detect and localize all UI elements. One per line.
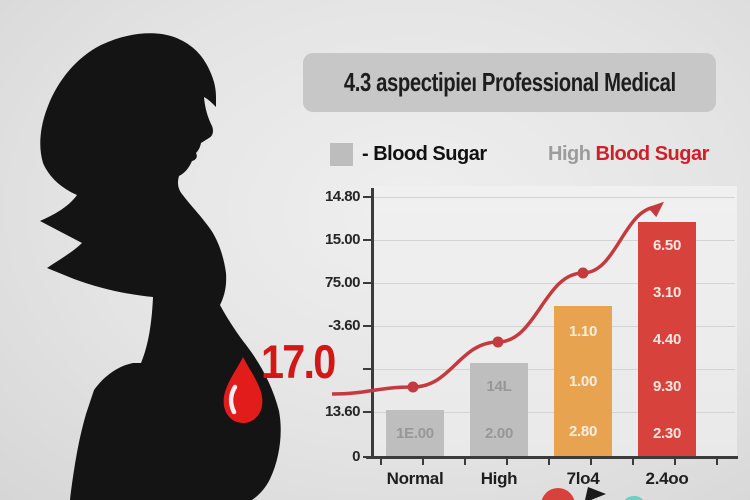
bar-value-label: 4.40 [653, 331, 681, 348]
blood-sugar-swatch-icon [330, 143, 353, 166]
bar-value-label: 2.00 [485, 425, 513, 442]
legend-high-word: High [548, 143, 591, 165]
x-axis-tick [590, 459, 592, 465]
bar-value-label: 2.80 [569, 423, 597, 441]
x-axis-category-label: 2.4oo [645, 469, 689, 488]
y-axis-label: 15.00 [324, 231, 361, 248]
y-axis-label: 14.80 [324, 188, 361, 205]
y-axis-tick [363, 196, 372, 198]
title-text: 4.3 aspectipieı Professional Medical [343, 67, 676, 97]
y-axis-label: 75.00 [324, 274, 361, 291]
x-axis-tick [674, 459, 676, 465]
x-axis-category-label: Normal [386, 469, 444, 488]
legend-high-blood-sugar-label: High Blood Sugar [548, 143, 709, 166]
blood-sugar-reading: 17.0 [261, 335, 336, 388]
x-axis-tick [548, 459, 550, 465]
title-banner: 4.3 aspectipieı Professional Medical [303, 53, 716, 112]
x-axis-category-label: 7lo4 [566, 469, 600, 488]
y-axis-label: 13.60 [324, 403, 361, 420]
gridline [374, 197, 735, 198]
blood-drop-highlight [228, 384, 238, 415]
chart-legend: - Blood Sugar High Blood Sugar [0, 140, 750, 168]
legend-blood-sugar-label: - Blood Sugar [362, 143, 487, 165]
bar-2-4oo: 6.50 3.10 4.40 9.30 2.30 [638, 222, 696, 457]
x-axis-tick [422, 459, 424, 465]
x-axis-tick [506, 459, 508, 465]
bar-7lo4: 1.10 1.00 2.80 [554, 306, 612, 457]
bar-value-label: 2.30 [653, 425, 681, 442]
x-axis-category-label: High [480, 469, 518, 488]
y-axis-label: 0 [352, 448, 360, 465]
x-axis-tick [632, 459, 634, 465]
bar-value-label: 6.50 [653, 237, 681, 254]
bar-value-label: 1.00 [569, 372, 597, 390]
y-axis-label: -3.60 [328, 317, 360, 334]
bar-normal: 1E.00 [386, 410, 444, 457]
bar-value-label: 14L [486, 378, 512, 395]
x-axis-line [366, 456, 738, 459]
x-axis-tick [380, 459, 382, 465]
y-axis-tick [363, 411, 372, 413]
bar-high: 14L 2.00 [470, 363, 528, 457]
x-axis-tick [464, 459, 466, 465]
bar-value-label: 3.10 [653, 284, 681, 301]
bar-value-label: 1.10 [569, 322, 597, 340]
x-axis-tick [716, 459, 718, 465]
woman-body-shape [40, 33, 281, 500]
bar-value-label: 1E.00 [396, 425, 434, 442]
bar-value-label: 9.30 [653, 378, 681, 395]
legend-blood-sugar-word: Blood Sugar [595, 143, 710, 165]
y-axis-line [371, 188, 374, 458]
